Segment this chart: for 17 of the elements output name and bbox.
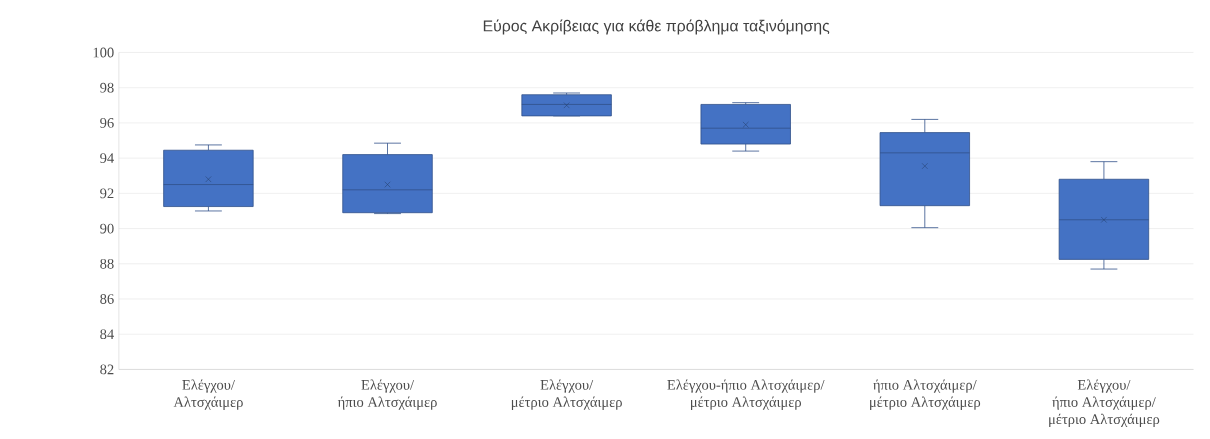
y-tick-label: 94 [100,153,114,164]
y-tick-label: 82 [100,364,114,375]
y-tick-label: 84 [100,329,114,340]
x-tick-label: Ελέγχου/ μέτριο Αλτσχάιμερ [511,379,622,411]
y-tick-label: 88 [100,259,114,269]
y-tick-label: 96 [100,118,114,128]
chart-title: Εύρος Ακρίβειας για κάθε πρόβλημα ταξινόμησης [483,19,830,35]
x-tick-label: Ελέγχου-ήπιο Αλτσχάιμερ/ μέτριο Αλτσχάιμερ [667,379,825,411]
x-tick-label: Ελέγχου/ ήπιο Αλτσχάιμερ/ μέτριο Αλτσχάιμερ [1049,379,1160,428]
y-tick-label: 98 [100,82,114,93]
x-tick-label: ήπιο Αλτσχάιμερ/ μέτριο Αλτσχάιμερ [870,379,981,411]
y-tick-label: 86 [100,294,114,305]
y-tick-label: 90 [100,223,114,234]
y-tick-label: 92 [100,188,114,199]
x-tick-label: Ελέγχου/ ήπιο Αλτσχάιμερ [337,379,437,411]
x-tick-label: Ελέγχου/ Αλτσχάιμερ [173,379,243,411]
y-tick-label: 100 [93,47,114,58]
